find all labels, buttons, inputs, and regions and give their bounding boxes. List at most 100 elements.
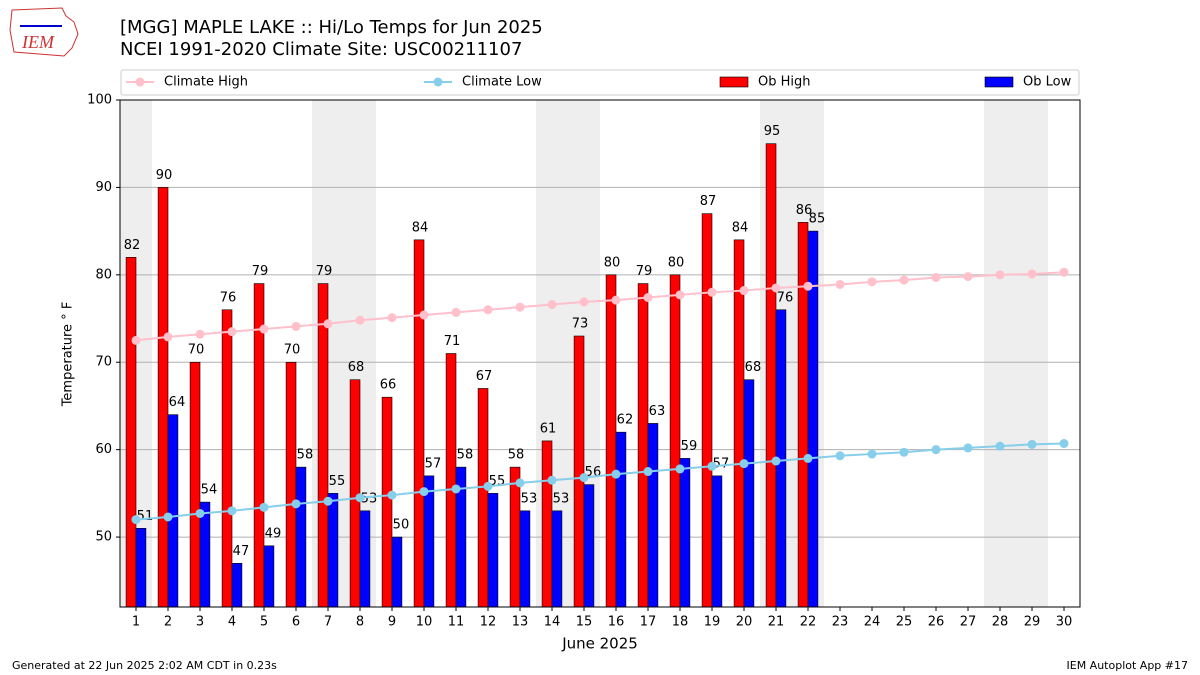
point bbox=[547, 300, 557, 310]
point bbox=[867, 277, 877, 287]
bar bbox=[509, 466, 521, 608]
value-label: 53 bbox=[361, 491, 378, 506]
point bbox=[259, 502, 269, 512]
bar bbox=[637, 283, 649, 608]
point bbox=[387, 313, 397, 323]
value-label: 71 bbox=[444, 334, 461, 349]
point bbox=[131, 335, 141, 345]
value-label: 85 bbox=[809, 212, 826, 227]
bar bbox=[167, 414, 179, 608]
x-tick-label: 19 bbox=[704, 615, 721, 630]
value-label: 47 bbox=[233, 544, 250, 559]
legend-marker bbox=[135, 77, 145, 87]
point bbox=[739, 286, 749, 296]
value-label: 79 bbox=[636, 264, 653, 279]
value-label: 82 bbox=[124, 238, 141, 253]
value-label: 90 bbox=[156, 168, 173, 183]
point bbox=[451, 484, 461, 494]
bar bbox=[221, 309, 233, 608]
point bbox=[483, 481, 493, 491]
x-tick-label: 11 bbox=[448, 615, 465, 630]
bar bbox=[413, 239, 425, 608]
bar bbox=[391, 536, 403, 608]
x-tick-label: 16 bbox=[608, 615, 625, 630]
point bbox=[195, 508, 205, 518]
legend-label: Ob Low bbox=[1023, 75, 1072, 90]
bar bbox=[519, 510, 531, 608]
point bbox=[483, 305, 493, 315]
point bbox=[355, 315, 365, 325]
point bbox=[995, 270, 1005, 280]
bar bbox=[733, 239, 745, 608]
legend-swatch bbox=[719, 76, 749, 88]
x-tick-label: 4 bbox=[228, 615, 236, 630]
point bbox=[707, 461, 717, 471]
point bbox=[675, 290, 685, 300]
bar bbox=[669, 274, 681, 608]
bar bbox=[647, 423, 659, 608]
value-label: 58 bbox=[457, 448, 474, 463]
point bbox=[643, 467, 653, 477]
value-label: 50 bbox=[393, 518, 410, 533]
chart-title: [MGG] MAPLE LAKE :: Hi/Lo Temps for Jun … bbox=[120, 17, 543, 38]
bar bbox=[285, 361, 297, 608]
point bbox=[227, 327, 237, 337]
legend-label: Climate Low bbox=[462, 75, 542, 90]
value-label: 70 bbox=[284, 343, 301, 358]
value-label: 55 bbox=[329, 474, 346, 489]
x-tick-label: 20 bbox=[736, 615, 753, 630]
point bbox=[515, 478, 525, 488]
point bbox=[899, 447, 909, 457]
value-label: 68 bbox=[745, 360, 762, 375]
legend-marker bbox=[433, 77, 443, 87]
value-label: 80 bbox=[604, 255, 621, 270]
point bbox=[643, 293, 653, 303]
point bbox=[675, 464, 685, 474]
y-tick-label: 90 bbox=[95, 180, 112, 195]
x-tick-label: 6 bbox=[292, 615, 300, 630]
x-tick-label: 21 bbox=[768, 615, 785, 630]
bar bbox=[583, 484, 595, 608]
x-tick-label: 3 bbox=[196, 615, 204, 630]
point bbox=[995, 441, 1005, 451]
value-label: 84 bbox=[412, 220, 429, 235]
x-tick-label: 26 bbox=[928, 615, 945, 630]
y-tick-label: 80 bbox=[95, 267, 112, 282]
bar bbox=[359, 510, 371, 608]
point bbox=[771, 283, 781, 293]
value-label: 63 bbox=[649, 404, 666, 419]
point bbox=[611, 295, 621, 305]
bar bbox=[551, 510, 563, 608]
bar bbox=[573, 335, 585, 608]
point bbox=[771, 456, 781, 466]
point bbox=[227, 506, 237, 516]
value-label: 49 bbox=[265, 526, 282, 541]
point bbox=[739, 459, 749, 469]
logo-text: IEM bbox=[21, 32, 55, 52]
value-label: 64 bbox=[169, 395, 186, 410]
footer-right: IEM Autoplot App #17 bbox=[1067, 659, 1189, 672]
bar bbox=[199, 501, 211, 608]
footer-left: Generated at 22 Jun 2025 2:02 AM CDT in … bbox=[12, 659, 277, 672]
value-label: 68 bbox=[348, 360, 365, 375]
point bbox=[803, 281, 813, 291]
point bbox=[419, 310, 429, 320]
value-label: 70 bbox=[188, 343, 205, 358]
point bbox=[867, 449, 877, 459]
bar bbox=[477, 388, 489, 608]
bar bbox=[797, 222, 809, 608]
x-tick-label: 7 bbox=[324, 615, 332, 630]
bar bbox=[263, 545, 275, 608]
x-tick-label: 22 bbox=[800, 615, 817, 630]
value-label: 57 bbox=[425, 456, 442, 471]
point bbox=[259, 324, 269, 334]
point bbox=[547, 475, 557, 485]
bar bbox=[125, 257, 137, 608]
value-label: 54 bbox=[201, 483, 218, 498]
point bbox=[1027, 439, 1037, 449]
point bbox=[931, 445, 941, 455]
value-label: 86 bbox=[796, 203, 813, 218]
x-tick-label: 1 bbox=[132, 615, 140, 630]
value-label: 79 bbox=[252, 264, 269, 279]
plot-frame bbox=[119, 99, 1081, 608]
